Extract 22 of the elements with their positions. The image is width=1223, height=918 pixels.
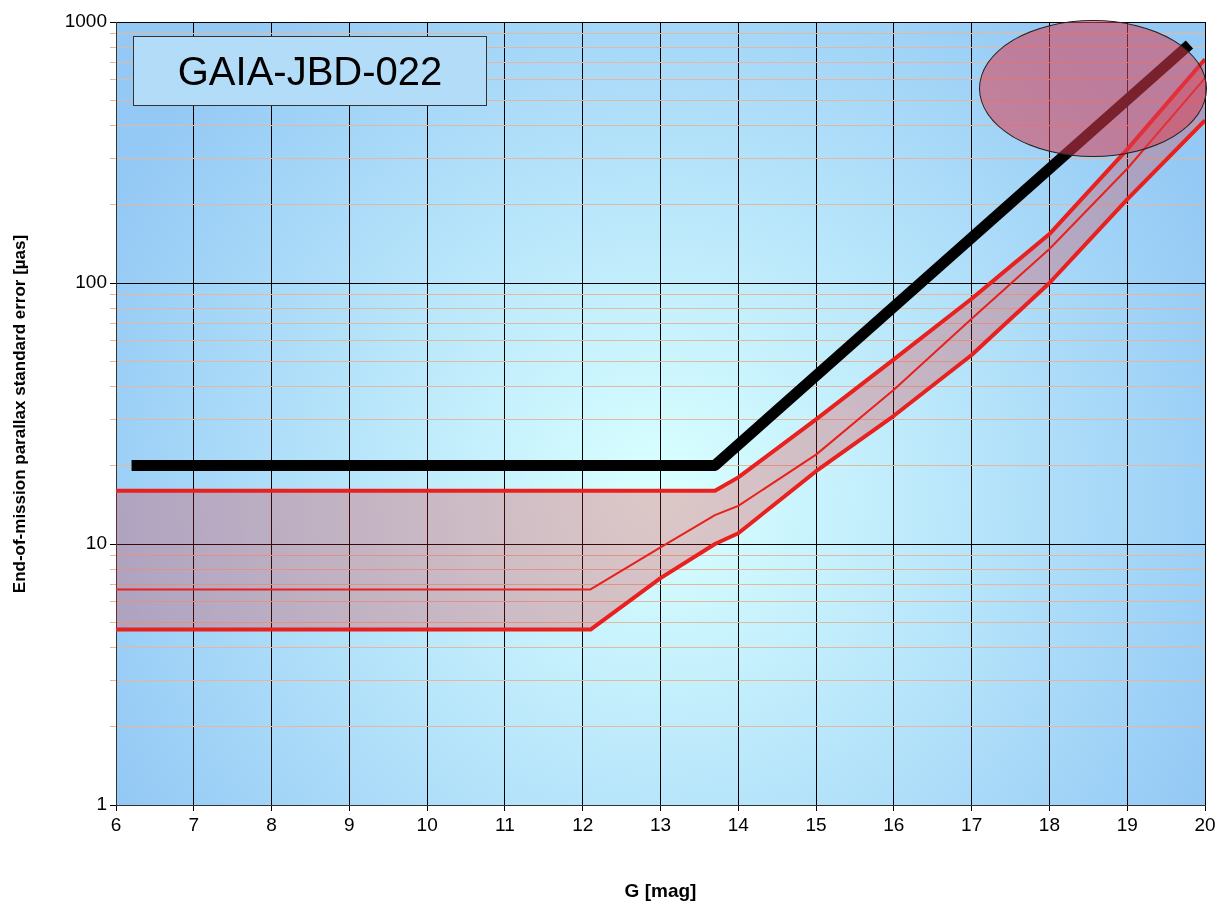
x-tick-label: 6 <box>110 813 122 835</box>
y-tick-label: 100 <box>75 271 107 293</box>
x-tick-label: 13 <box>649 813 672 835</box>
x-tick-label: 9 <box>344 813 355 835</box>
y-axis-title: End-of-mission parallax standard error [µas] <box>10 234 30 593</box>
x-axis-title: G [mag] <box>623 880 698 902</box>
annotation: GAIA-JBD-022 <box>133 36 487 106</box>
x-tick-label: 18 <box>1038 813 1060 835</box>
y-tick-label: 1000 <box>64 10 107 32</box>
x-tick-label: 19 <box>1116 813 1138 835</box>
x-tick-label: 7 <box>188 813 200 835</box>
x-tick-label: 16 <box>883 813 905 835</box>
x-tick-label: 11 <box>495 813 515 835</box>
x-tick-label: 14 <box>727 813 750 835</box>
x-tick-label: 17 <box>961 813 983 835</box>
x-tick-label: 12 <box>572 813 594 835</box>
y-tick-label: 10 <box>85 532 107 554</box>
x-tick-label: 8 <box>266 813 277 835</box>
x-tick-label: 10 <box>416 813 438 835</box>
x-tick-label: 20 <box>1194 813 1216 835</box>
y-tick-label: 1 <box>96 793 107 815</box>
x-tick-label: 15 <box>805 813 827 835</box>
